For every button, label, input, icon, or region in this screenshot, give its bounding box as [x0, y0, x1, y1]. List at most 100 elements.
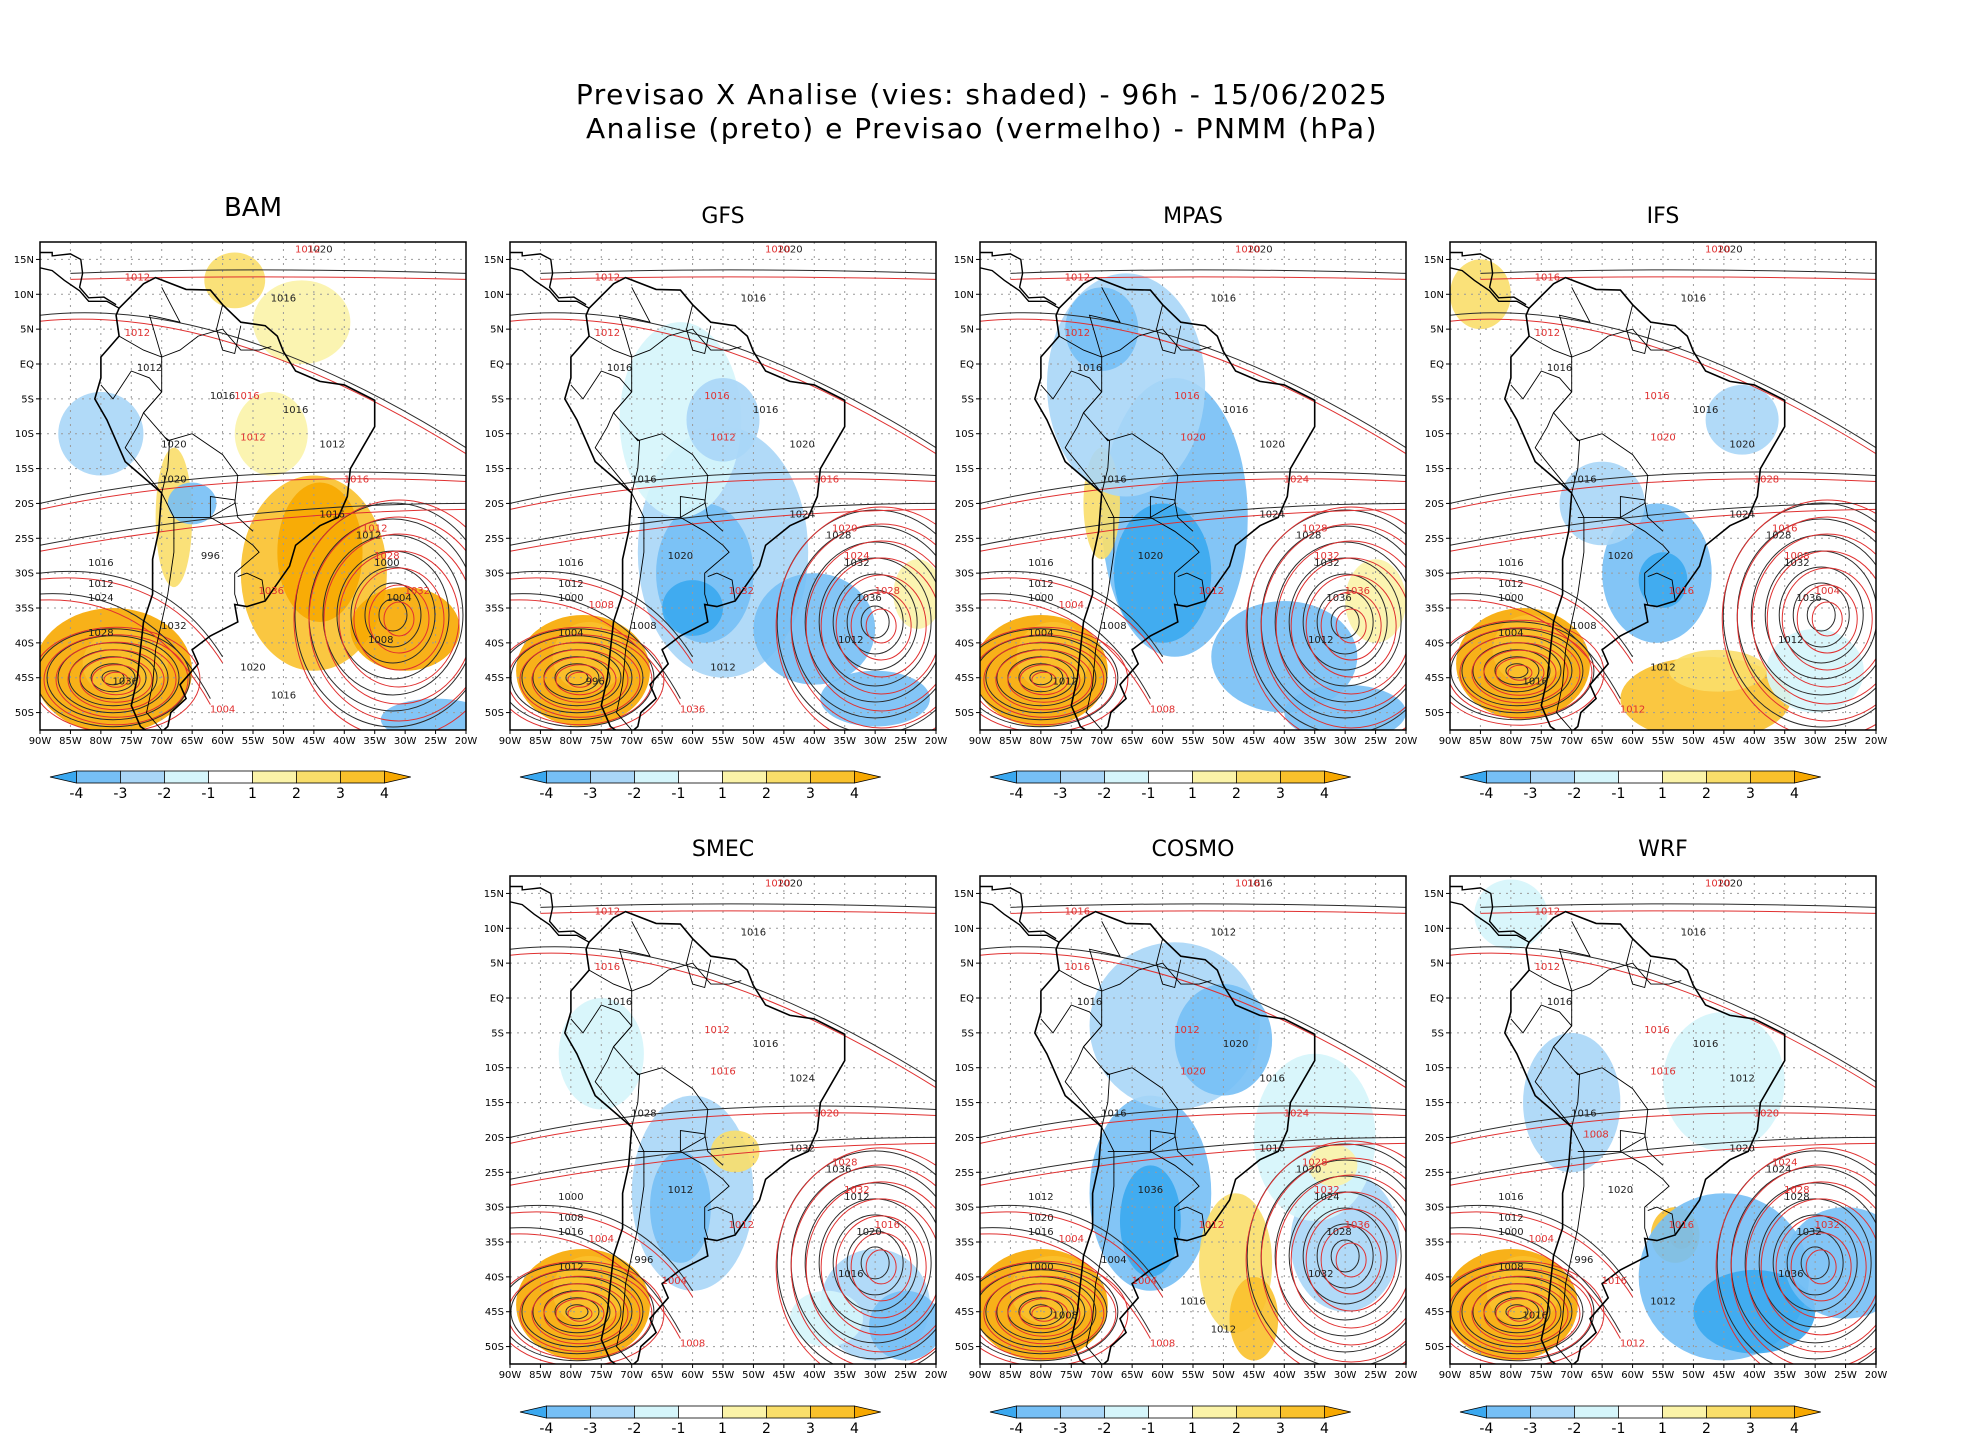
isobar-label-forecast: 1028	[1784, 1185, 1809, 1196]
colorbar-segment	[1662, 1405, 1707, 1419]
lat-tick-label: 20S	[955, 1133, 974, 1144]
forecast-isobar	[983, 1275, 1105, 1352]
analysis-isobar	[554, 663, 600, 693]
isobar-label-forecast: 1016	[1669, 1220, 1694, 1231]
country-border	[1647, 572, 1676, 602]
isobar-label-forecast: 1016	[875, 1220, 900, 1231]
country-border	[1619, 495, 1664, 532]
isobar-label-forecast: 1020	[832, 523, 857, 534]
analysis-isobar	[378, 598, 408, 632]
isobar-label-forecast: 1012	[1199, 586, 1224, 597]
lon-tick-label: 35W	[833, 736, 856, 747]
analysis-isobar	[1450, 1136, 1876, 1180]
analysis-isobar	[40, 628, 191, 728]
bias-shading	[1474, 879, 1548, 950]
colorbar-label: -2	[627, 1421, 641, 1436]
forecast-isobar	[567, 671, 593, 688]
colorbar-label: 2	[1232, 1421, 1241, 1436]
lat-tick-label: 5N	[960, 325, 974, 336]
forecast-isobar	[805, 540, 936, 712]
lat-tick-label: 10S	[485, 429, 504, 440]
analysis-isobar	[804, 541, 936, 703]
forecast-isobar	[40, 599, 211, 705]
analysis-isobar	[294, 502, 466, 728]
isobar-label-analysis: 1012	[1211, 927, 1236, 938]
country-border	[146, 492, 175, 730]
country-border	[1156, 938, 1182, 989]
lat-tick-label: 10S	[1425, 1063, 1444, 1074]
country-border	[1040, 1004, 1111, 1128]
lat-tick-label: 15S	[955, 464, 974, 475]
lon-tick-label: 80W	[1030, 736, 1053, 747]
analysis-isobar	[1450, 593, 1621, 699]
bias-shading	[1523, 1032, 1621, 1173]
isobar-label-analysis: 1028	[1766, 530, 1791, 541]
forecast-isobar	[980, 1112, 1406, 1144]
bias-shading	[1492, 614, 1566, 685]
analysis-isobar	[776, 509, 936, 730]
analysis-isobar	[832, 1214, 918, 1312]
colorbar-label: 2	[1702, 1421, 1711, 1436]
analysis-isobar	[510, 635, 644, 721]
forecast-isobar	[40, 577, 223, 664]
coastline-south-america	[1503, 910, 1786, 1364]
forecast-isobar	[850, 591, 912, 661]
isobar-label-analysis: 1016	[210, 391, 235, 402]
forecast-isobar	[983, 641, 1105, 718]
analysis-isobar	[565, 1304, 589, 1320]
isobar-label-analysis: 1016	[838, 1269, 863, 1280]
colorbar-segment	[1060, 770, 1105, 784]
colorbar-label: 3	[806, 786, 815, 802]
lat-tick-label: 15N	[484, 255, 504, 266]
forecast-isobar	[510, 478, 936, 510]
isobar-label-forecast: 1004	[662, 1276, 687, 1287]
forecast-isobar	[1721, 499, 1876, 730]
lat-tick-label: 20S	[485, 1133, 504, 1144]
lat-tick-label: 30S	[15, 569, 34, 580]
isobar-label-analysis: 1032	[1784, 558, 1809, 569]
isobar-label-analysis: 1032	[844, 558, 869, 569]
analysis-isobar	[846, 1230, 904, 1296]
colorbar-segment	[1280, 1405, 1325, 1419]
isobar-label-analysis: 1016	[1211, 293, 1236, 304]
colorbar: -4 -3 -2 -1 1 2 3 4	[1459, 1405, 1821, 1436]
lat-tick-label: 20S	[955, 499, 974, 510]
isobar-label-analysis: 1012	[1778, 635, 1803, 646]
bias-shading	[558, 998, 644, 1110]
isobar-label-analysis: 1020	[1247, 244, 1272, 255]
isobar-label-forecast: 1016	[704, 391, 729, 402]
analysis-isobar	[322, 534, 464, 696]
figure-title-line1: Previsao X Analise (vies: shaded) - 96h …	[575, 78, 1389, 111]
analysis-isobar	[980, 570, 1163, 658]
analysis-isobar	[1450, 1227, 1621, 1333]
lat-tick-label: 50S	[955, 1342, 974, 1353]
colorbar-segment	[1662, 770, 1707, 784]
isobar-label-analysis: 1024	[1314, 1192, 1339, 1203]
coastline-south-america	[1033, 276, 1316, 730]
analysis-isobar	[1330, 1239, 1360, 1273]
lon-tick-label: 35W	[1303, 736, 1326, 747]
lon-tick-label: 65W	[1591, 1370, 1614, 1381]
isobar-label-forecast: 1004	[1059, 1234, 1084, 1245]
colorbar-label: -3	[1523, 1421, 1537, 1436]
forecast-isobar	[1031, 1305, 1057, 1322]
isobar-label-forecast: 1012	[729, 1220, 754, 1231]
colorbar-segment	[678, 770, 723, 784]
lon-tick-label: 55W	[1182, 736, 1205, 747]
forecast-isobar	[820, 557, 936, 695]
isobar-label-forecast: 1032	[405, 586, 430, 597]
lon-tick-label: 70W	[620, 736, 643, 747]
country-border	[1177, 1206, 1206, 1236]
colorbar-segment	[634, 1405, 679, 1419]
lat-tick-label: EQ	[1430, 994, 1444, 1005]
isobar-label-forecast: 1012	[595, 906, 620, 917]
isobar-label-forecast: 1004	[210, 705, 235, 716]
analysis-isobar	[832, 573, 918, 671]
analysis-isobar	[510, 1262, 655, 1362]
analysis-isobar	[1274, 1175, 1406, 1337]
map-panel-gfs: GFS1020101610161016102010161024102810321…	[484, 204, 948, 802]
lat-tick-label: 25S	[955, 534, 974, 545]
forecast-isobar	[510, 508, 936, 552]
country-border	[1156, 304, 1182, 355]
forecast-isobar	[1450, 1233, 1621, 1339]
